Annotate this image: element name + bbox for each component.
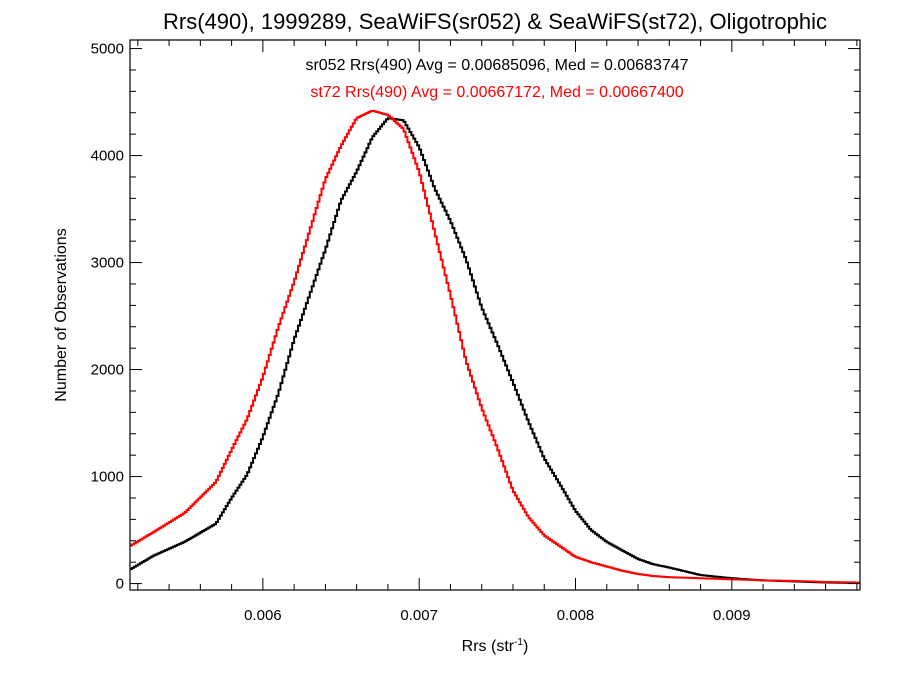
series-1-step-line — [130, 109, 860, 584]
y-tick-label: 2000 — [91, 362, 124, 379]
plot-frame — [129, 39, 861, 591]
y-tick-label: 5000 — [91, 41, 124, 58]
st72-stats-annotation: st72 Rrs(490) Avg = 0.00667172, Med = 0.… — [310, 84, 683, 101]
x-axis-label: Rrs (str-1) — [462, 637, 529, 655]
y-tick-label: 3000 — [91, 255, 124, 272]
series-layer — [130, 109, 860, 585]
chart-title: Rrs(490), 1999289, SeaWiFS(sr052) & SeaW… — [163, 9, 827, 34]
x-tick-label: 0.009 — [713, 607, 751, 624]
x-axis-label-superscript: -1 — [514, 637, 523, 648]
y-tick-label: 4000 — [91, 148, 124, 165]
y-tick-label: 1000 — [91, 469, 124, 486]
x-tick-label: 0.008 — [557, 607, 595, 624]
x-axis-label-main: Rrs (str — [462, 638, 515, 655]
x-axis-ticks: 0.006 0.007 0.008 0.009 — [137, 40, 858, 624]
sr052-stats-annotation: sr052 Rrs(490) Avg = 0.00685096, Med = 0… — [305, 57, 688, 74]
y-axis-ticks: 0 1000 2000 3000 4000 5000 — [91, 41, 860, 593]
x-tick-label: 0.006 — [244, 607, 282, 624]
y-tick-label: 0 — [116, 576, 124, 593]
x-axis-label-end: ) — [523, 638, 528, 655]
x-tick-label: 0.007 — [400, 607, 438, 624]
y-axis-label: Number of Observations — [53, 228, 70, 401]
